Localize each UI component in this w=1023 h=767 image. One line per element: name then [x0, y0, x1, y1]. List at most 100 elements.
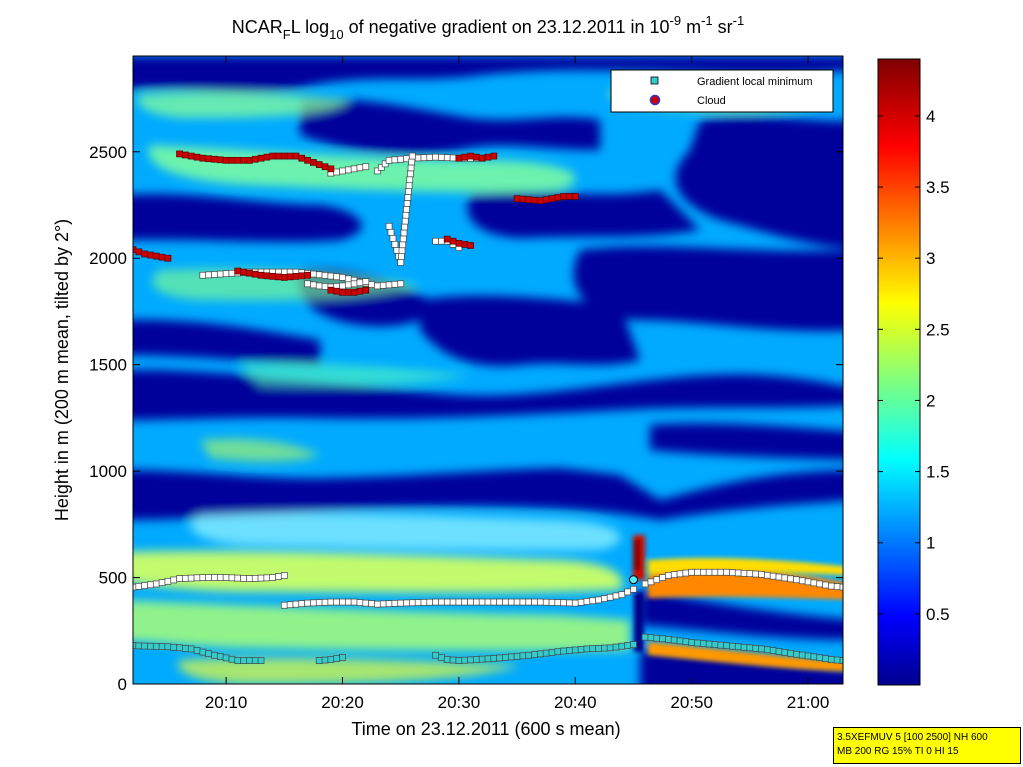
parameter-annotation-line2: MB 200 RG 15% TI 0 HI 15 [837, 746, 959, 757]
gradient-min-marker [321, 272, 329, 279]
gradient-min-marker [688, 568, 696, 576]
gradient-min-marker [804, 578, 812, 586]
gradient-min-marker [397, 280, 405, 288]
gradient-min-marker [467, 656, 474, 664]
gradient-min-marker [519, 652, 527, 660]
gradient-min-marker [519, 598, 527, 606]
gradient-min-marker [496, 598, 503, 606]
gradient-min-marker [665, 635, 672, 643]
gradient-min-marker [403, 599, 410, 607]
gradient-min-marker [350, 165, 358, 173]
gradient-min-marker [484, 655, 492, 663]
x-tick-label: 20:10 [205, 693, 248, 712]
legend-label-gradient-min: Gradient local minimum [697, 76, 813, 88]
gradient-min-marker [699, 640, 707, 647]
gradient-min-marker [804, 652, 812, 660]
heatmap-mid-band-i [178, 657, 520, 684]
cloud-marker [199, 154, 207, 162]
gradient-min-marker [816, 580, 824, 588]
gradient-min-marker [310, 281, 317, 289]
gradient-min-marker [280, 601, 288, 609]
cloud-marker [461, 241, 469, 248]
gradient-min-marker [327, 272, 335, 280]
cloud-marker [158, 253, 166, 261]
y-axis: 0 500 1000 1500 2000 2500 [89, 143, 843, 694]
cloud-marker [234, 267, 242, 275]
gradient-min-marker [315, 599, 323, 606]
gradient-min-marker [147, 642, 154, 650]
gradient-min-marker [758, 645, 765, 653]
cloud-marker [315, 161, 323, 168]
cloud-marker [257, 154, 265, 162]
gradient-min-marker [228, 655, 236, 663]
heatmap-mid-band-h [133, 600, 630, 651]
gradient-min-marker [263, 574, 271, 582]
heatmap-low-band-l [640, 590, 843, 640]
cloud-marker [344, 288, 352, 296]
gradient-min-marker [816, 654, 824, 662]
gradient-min-marker [641, 580, 649, 588]
gradient-min-marker [490, 655, 498, 662]
gradient-min-marker [315, 271, 323, 279]
gradient-min-marker [397, 599, 405, 607]
gradient-min-marker [246, 575, 253, 582]
gradient-min-marker [240, 575, 247, 582]
gradient-min-marker [699, 568, 707, 576]
gradient-min-marker [624, 588, 632, 596]
gradient-min-marker [443, 154, 451, 162]
gradient-min-marker [443, 656, 451, 663]
legend-marker-gradient-min [650, 76, 659, 85]
cloud-marker [164, 254, 172, 262]
gradient-min-marker [216, 270, 224, 278]
colorbar-tick-label: 1 [926, 534, 935, 553]
cloud-marker [467, 242, 474, 249]
gradient-min-marker [502, 654, 509, 661]
cloud-marker [513, 195, 521, 202]
cloud-marker [211, 155, 218, 163]
colorbar-tick-label: 2 [926, 391, 935, 410]
gradient-min-marker [723, 642, 730, 650]
gradient-min-marker [438, 598, 445, 606]
gradient-min-marker [403, 200, 411, 207]
heatmap-low-band-j [133, 468, 843, 520]
x-tick-label: 20:30 [438, 693, 481, 712]
gradient-min-marker [350, 598, 358, 606]
gradient-min-marker [775, 648, 783, 655]
gradient-min-marker [400, 229, 408, 237]
gradient-min-marker [432, 598, 439, 606]
cloud-marker [280, 152, 288, 160]
gradient-min-marker [234, 574, 242, 582]
gradient-min-marker [152, 643, 160, 650]
cloud-marker [263, 272, 271, 280]
gradient-min-marker [769, 572, 777, 580]
gradient-min-marker [822, 655, 829, 662]
gradient-min-marker [717, 641, 725, 649]
gradient-min-marker [461, 656, 469, 664]
gradient-min-marker [222, 654, 230, 662]
cloud-marker [461, 153, 469, 161]
gradient-min-marker [327, 598, 335, 606]
gradient-min-marker [211, 651, 218, 659]
chart-title: NCARFL log10 of negative gradient on 23.… [232, 13, 744, 42]
gradient-min-marker [356, 164, 364, 172]
gradient-min-marker [752, 644, 760, 652]
gradient-min-marker [426, 154, 434, 161]
gradient-min-marker [763, 571, 771, 579]
gradient-min-marker [385, 281, 393, 289]
heatmap-low-band-g [133, 319, 320, 365]
heatmap-mid-band-b [137, 92, 350, 118]
gradient-min-marker [618, 642, 626, 650]
gradient-min-marker [449, 598, 457, 606]
legend-box [610, 69, 834, 113]
gradient-min-marker [542, 649, 550, 657]
heatmap-mid-band-e [240, 363, 470, 387]
legend-label-cloud: Cloud [697, 95, 726, 107]
gradient-min-marker [833, 583, 841, 590]
gradient-min-marker [438, 654, 445, 661]
gradient-min-marker [839, 583, 843, 591]
cloud-marker [350, 288, 358, 296]
gradient-min-marker [740, 643, 748, 651]
gradient-min-marker [397, 259, 405, 266]
gradient-min-marker [310, 270, 317, 278]
y-tick-label: 2500 [89, 143, 127, 162]
